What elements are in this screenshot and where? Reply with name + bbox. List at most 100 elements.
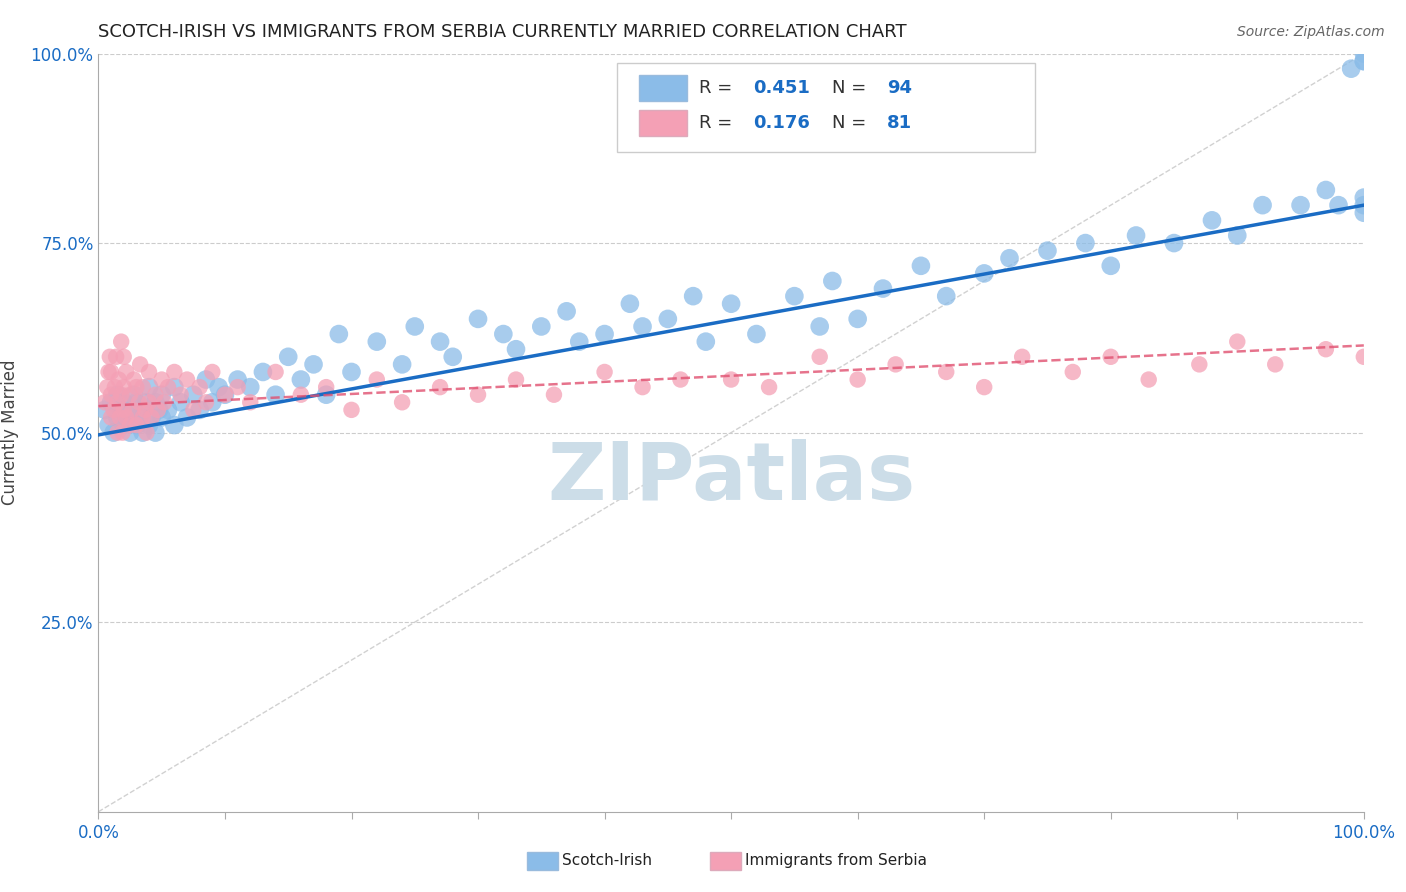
Point xyxy=(1125,228,1147,243)
Point xyxy=(146,403,169,417)
Point xyxy=(201,365,224,379)
Point xyxy=(973,267,995,281)
Point xyxy=(128,395,150,409)
Point xyxy=(115,365,138,379)
Point xyxy=(315,387,337,401)
Point xyxy=(505,343,527,357)
Point xyxy=(1353,54,1375,69)
Point xyxy=(157,403,180,417)
Point xyxy=(150,387,173,401)
Point xyxy=(169,395,191,409)
Point xyxy=(239,395,262,409)
Text: R =: R = xyxy=(699,79,738,97)
Point xyxy=(111,425,134,440)
Point xyxy=(132,410,155,425)
Point xyxy=(176,373,198,387)
Point xyxy=(132,425,155,440)
Point xyxy=(429,334,451,349)
Point xyxy=(108,410,131,425)
Point xyxy=(120,425,141,440)
Point xyxy=(100,365,122,379)
Point xyxy=(619,297,641,311)
Point xyxy=(157,380,180,394)
Point xyxy=(1353,54,1375,69)
Point xyxy=(188,380,211,394)
Point xyxy=(138,365,160,379)
Point xyxy=(391,358,413,372)
Point xyxy=(1201,213,1223,227)
Point xyxy=(148,403,170,417)
Point xyxy=(910,259,932,273)
Point xyxy=(96,380,118,394)
Point xyxy=(214,387,236,401)
Point xyxy=(120,387,141,401)
Text: 0.176: 0.176 xyxy=(752,113,810,131)
Point xyxy=(194,373,218,387)
Point xyxy=(935,289,957,303)
Point xyxy=(1011,350,1033,364)
Point xyxy=(720,297,742,311)
Point xyxy=(315,380,337,394)
Point xyxy=(302,358,325,372)
Point xyxy=(1074,236,1097,251)
Point xyxy=(125,395,148,409)
Point xyxy=(145,395,166,409)
Point xyxy=(467,387,489,401)
Point xyxy=(145,387,166,401)
Point xyxy=(682,289,704,303)
Point xyxy=(208,380,231,394)
Point xyxy=(163,365,186,379)
Point xyxy=(226,380,249,394)
Point xyxy=(163,380,186,394)
Point xyxy=(783,289,806,303)
Bar xyxy=(638,110,686,136)
Point xyxy=(340,403,363,417)
Text: 81: 81 xyxy=(887,113,912,131)
Point xyxy=(239,380,262,394)
Point xyxy=(100,395,122,409)
Bar xyxy=(638,75,686,102)
Point xyxy=(141,410,163,425)
Point xyxy=(132,403,155,417)
Point xyxy=(872,282,894,296)
Point xyxy=(290,373,312,387)
Point xyxy=(104,380,127,394)
Y-axis label: Currently Married: Currently Married xyxy=(1,359,20,506)
Text: R =: R = xyxy=(699,113,738,131)
Point xyxy=(1062,365,1084,379)
Point xyxy=(264,365,287,379)
Text: 94: 94 xyxy=(887,79,911,97)
Point xyxy=(429,380,451,394)
Point xyxy=(183,403,205,417)
Point xyxy=(467,312,489,326)
Point xyxy=(183,387,205,401)
Point xyxy=(973,380,995,394)
Point xyxy=(1289,198,1312,212)
Point xyxy=(1226,334,1249,349)
Point xyxy=(366,373,388,387)
Point xyxy=(593,365,616,379)
Point xyxy=(120,417,141,433)
Text: Scotch-Irish: Scotch-Irish xyxy=(562,854,652,868)
Point xyxy=(110,387,132,401)
Point xyxy=(252,365,274,379)
Point xyxy=(340,365,363,379)
Point xyxy=(97,365,120,379)
Point xyxy=(134,403,156,417)
Point xyxy=(657,312,679,326)
Point xyxy=(112,395,135,409)
Point xyxy=(132,380,155,394)
Point xyxy=(593,327,616,342)
Point xyxy=(226,373,249,387)
Point xyxy=(1036,244,1059,258)
Point xyxy=(505,373,527,387)
Point xyxy=(122,373,145,387)
Point xyxy=(112,350,135,364)
Point xyxy=(1353,350,1375,364)
Point xyxy=(695,334,717,349)
Point xyxy=(112,380,135,394)
Point xyxy=(145,425,166,440)
Text: 0.451: 0.451 xyxy=(752,79,810,97)
Point xyxy=(530,319,553,334)
Point xyxy=(1327,198,1350,212)
